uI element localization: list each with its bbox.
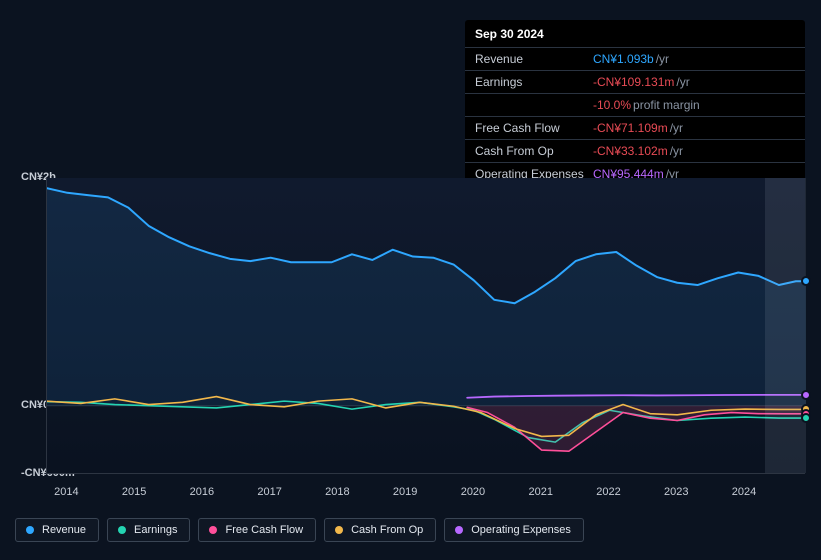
x-axis-label: 2019	[393, 486, 417, 498]
x-axis-label: 2022	[596, 486, 620, 498]
x-axis-label: 2017	[257, 486, 281, 498]
legend-label: Operating Expenses	[471, 524, 571, 536]
x-axis-label: 2024	[732, 486, 756, 498]
tooltip-label: Earnings	[475, 75, 593, 89]
tooltip-unit: /yr	[670, 121, 683, 135]
tooltip-label: Revenue	[475, 52, 593, 66]
tooltip-value: CN¥1.093b	[593, 52, 654, 66]
x-axis-label: 2023	[664, 486, 688, 498]
tooltip-date: Sep 30 2024	[465, 20, 805, 48]
chart-svg	[47, 178, 806, 474]
series-end-marker	[801, 390, 811, 400]
tooltip-label: Cash From Op	[475, 144, 593, 158]
x-axis-label: 2018	[325, 486, 349, 498]
series-end-marker	[801, 413, 811, 423]
legend-dot-icon	[455, 526, 463, 534]
chart-plot-area[interactable]	[46, 178, 805, 474]
tooltip-value: -CN¥109.131m	[593, 75, 674, 89]
x-axis-label: 2020	[461, 486, 485, 498]
legend-item-revenue[interactable]: Revenue	[15, 518, 99, 542]
legend-dot-icon	[335, 526, 343, 534]
financials-chart: CN¥2bCN¥0-CN¥600m 2014201520162017201820…	[15, 160, 806, 500]
tooltip-value: -CN¥33.102m	[593, 144, 668, 158]
x-axis-label: 2015	[122, 486, 146, 498]
legend-label: Free Cash Flow	[225, 524, 303, 536]
tooltip-unit: /yr	[670, 144, 683, 158]
x-axis-label: 2014	[54, 486, 78, 498]
x-axis-labels: 2014 2015 2016 2017 2018 2019 2020 2021 2022 2023…	[46, 486, 805, 502]
y-axis-label: CN¥0	[21, 399, 49, 411]
tooltip-row: Earnings-CN¥109.131m /yr	[465, 71, 805, 94]
legend-label: Cash From Op	[351, 524, 423, 536]
legend-dot-icon	[118, 526, 126, 534]
x-axis-label: 2016	[190, 486, 214, 498]
legend-item-opex[interactable]: Operating Expenses	[444, 518, 584, 542]
tooltip-row: RevenueCN¥1.093b /yr	[465, 48, 805, 71]
legend-label: Revenue	[42, 524, 86, 536]
tooltip-value: -CN¥71.109m	[593, 121, 668, 135]
tooltip-subvalue: -10.0%	[593, 98, 631, 112]
tooltip-unit: /yr	[656, 52, 669, 66]
legend-dot-icon	[209, 526, 217, 534]
legend-dot-icon	[26, 526, 34, 534]
tooltip-label: Free Cash Flow	[475, 121, 593, 135]
legend-item-fcf[interactable]: Free Cash Flow	[198, 518, 316, 542]
tooltip-subtext: profit margin	[633, 98, 700, 112]
tooltip-subrow: -10.0% profit margin	[465, 94, 805, 117]
legend-label: Earnings	[134, 524, 177, 536]
series-end-marker	[801, 276, 811, 286]
x-axis-label: 2021	[528, 486, 552, 498]
tooltip-unit: /yr	[676, 75, 689, 89]
legend-item-cfo[interactable]: Cash From Op	[324, 518, 436, 542]
tooltip-row: Free Cash Flow-CN¥71.109m /yr	[465, 117, 805, 140]
legend-item-earnings[interactable]: Earnings	[107, 518, 190, 542]
chart-legend: Revenue Earnings Free Cash Flow Cash From O…	[15, 518, 584, 542]
